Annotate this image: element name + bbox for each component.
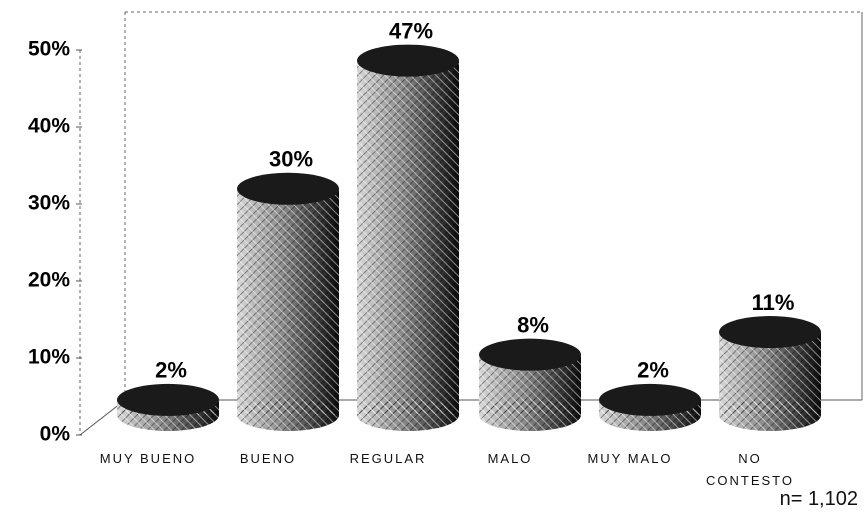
x-tick-label: BUENO (239, 451, 297, 466)
annotation: n= 1,102 (779, 488, 858, 510)
y-tick-label: 20% (28, 269, 70, 292)
y-tick-label: 30% (28, 192, 70, 215)
value-label: 30% (269, 147, 313, 172)
bar (357, 44, 459, 431)
value-label: 47% (389, 18, 433, 43)
value-label: 2% (155, 358, 187, 383)
y-tick-label: 50% (28, 38, 70, 61)
y-tick-label: 40% (28, 115, 70, 138)
value-label: 8% (517, 312, 549, 337)
x-tick-label: MUY MALO (587, 451, 673, 466)
bar (237, 172, 339, 431)
bar (117, 383, 219, 431)
y-tick-label: 10% (28, 346, 70, 369)
value-label: 2% (637, 358, 669, 383)
value-label: 11% (752, 290, 795, 315)
y-tick-label: 0% (40, 423, 71, 446)
bar (599, 383, 701, 431)
bar (719, 316, 821, 431)
x-tick-label: MALO (487, 451, 533, 466)
x-tick-label: REGULAR (349, 451, 427, 466)
x-tick-label: MUY BUENO (99, 451, 197, 466)
bar (479, 338, 581, 431)
x-tick-label: NO CONTESTO (706, 451, 794, 488)
